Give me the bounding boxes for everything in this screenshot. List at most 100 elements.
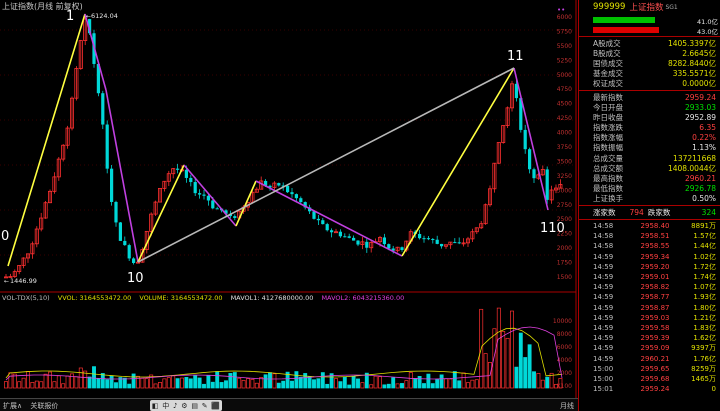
bar-row-2: 43.0亿 [593, 26, 718, 36]
trend-line-10-11 [137, 67, 515, 263]
candle-body-down [457, 242, 461, 244]
candle-body-down [215, 208, 219, 210]
trade-row[interactable]: 14:59 2959.34 1.02亿 [593, 252, 716, 262]
trade-row[interactable]: 14:59 2959.01 1.74亿 [593, 272, 716, 282]
volume-bar [298, 376, 303, 389]
trade-time: 14:58 [593, 242, 614, 251]
volume-bar [188, 378, 193, 389]
candlestick-chart[interactable]: 6000 5750 5500 5250 5000 4750 4500 4250 4000 3750… [0, 0, 578, 411]
trade-price: 2958.77 [640, 293, 670, 302]
candle-body-down [440, 243, 444, 247]
candle-body-up [83, 18, 88, 41]
bar-fill-green [593, 17, 655, 23]
price-tick-label: 1500 [557, 274, 572, 281]
volume-bar [386, 383, 391, 389]
volume-bar [391, 377, 396, 389]
quote-label: 指数振幅 [593, 143, 623, 153]
wave-label-1: 1 [66, 9, 74, 24]
trade-time: 14:59 [593, 344, 614, 353]
candle-body-down [382, 237, 386, 245]
vol-label: VOL-TDX(5,10) [2, 294, 50, 302]
trade-price: 2958.40 [640, 222, 670, 231]
trade-volume: 1.02亿 [693, 252, 716, 261]
trade-row[interactable]: 14:59 2958.77 1.93亿 [593, 292, 716, 302]
quote-label: 今日开盘 [593, 102, 623, 112]
trade-price: 2959.58 [640, 323, 670, 332]
trade-row[interactable]: 14:58 2958.40 8891万 [593, 221, 716, 231]
quote-value: 2952.89 [684, 112, 716, 122]
period-label[interactable]: 月线 [560, 402, 574, 410]
gear-icon[interactable]: ⚙ [181, 401, 188, 410]
down-count-value: 324 [701, 208, 716, 217]
related-quote-button[interactable]: 关联报价 [30, 402, 59, 410]
candle-body-up [554, 187, 559, 191]
trade-volume: 1.44亿 [693, 242, 716, 251]
sound-icon[interactable]: ♪ [173, 401, 178, 410]
trade-row[interactable]: 14:59 2958.87 1.80亿 [593, 303, 716, 313]
candle-body-down [123, 240, 127, 246]
wave-label-110: 110 [540, 221, 565, 236]
square-icon[interactable]: ⬛ [211, 401, 221, 410]
volume-bar [122, 377, 127, 389]
trade-row[interactable]: 15:00 2959.68 1465万 [593, 374, 716, 384]
candle-body-down [198, 193, 202, 195]
tick-trades-list[interactable]: 14:58 2958.40 8891万 14:58 2958.51 1.57亿 14:58 2… [579, 221, 720, 394]
expand-button[interactable]: 扩展∧ [3, 402, 23, 410]
market-row: A股成交 1405.3397亿 [593, 38, 716, 48]
candle-body-up [25, 253, 30, 259]
candle-body-down [545, 169, 549, 200]
volume-bar [501, 330, 506, 389]
volume-bar [356, 378, 360, 389]
trade-row[interactable]: 14:59 2959.39 1.62亿 [593, 333, 716, 343]
market-row: 国债成交 8282.8440亿 [593, 58, 716, 68]
volume-bar [351, 375, 356, 389]
wave-line-0-1 [7, 13, 86, 267]
trade-volume: 1465万 [691, 374, 716, 383]
trade-volume: 0 [711, 385, 716, 394]
trade-row[interactable]: 14:59 2958.82 1.07亿 [593, 282, 716, 292]
trade-row[interactable]: 15:01 2959.24 0 [593, 384, 716, 394]
candle-body-up [369, 242, 374, 249]
trade-row[interactable]: 14:59 2959.03 1.21亿 [593, 313, 716, 323]
peak-value-label: 6124.04 [91, 12, 118, 20]
volume-bar [312, 379, 316, 389]
trade-row[interactable]: 14:58 2958.55 1.44亿 [593, 241, 716, 251]
candle-body-down [281, 185, 285, 187]
volume-bar [241, 380, 246, 389]
candle-body-up [479, 223, 484, 229]
candle-body-down [431, 239, 435, 241]
volume-bar [215, 371, 220, 389]
trade-price: 2959.09 [640, 344, 670, 353]
volume-bar [479, 308, 484, 389]
volume-bar [307, 376, 312, 389]
trade-row[interactable]: 14:59 2960.21 1.76亿 [593, 353, 716, 363]
chart-title: 上证指数(月线 前复权) [2, 2, 83, 11]
list-icon[interactable]: ▤ [191, 401, 198, 410]
index-name: 上证指数 [629, 3, 664, 13]
trade-row[interactable]: 14:58 2958.51 1.57亿 [593, 231, 716, 241]
volume-bar [34, 380, 39, 389]
wave-label-11: 11 [507, 49, 524, 64]
quote-value: 6.35 [699, 123, 716, 133]
candle-body-down [514, 83, 518, 99]
market-label: A股成交 [593, 38, 621, 48]
trade-row[interactable]: 14:59 2959.20 1.72亿 [593, 262, 716, 272]
price-tick-label: 2250 [557, 231, 572, 238]
volume-bar [325, 383, 330, 389]
trade-volume: 8259万 [691, 364, 716, 373]
pen-icon[interactable]: ✎ [201, 401, 208, 410]
quote-label: 总成交量 [593, 153, 623, 163]
trade-row[interactable]: 14:59 2959.58 1.83亿 [593, 323, 716, 333]
up-count-value: 794 [629, 208, 644, 217]
volume-bar [74, 376, 79, 389]
layout-icon[interactable]: ◧ [151, 401, 159, 410]
candle-body-down [316, 218, 320, 221]
candle-body-down [343, 236, 347, 238]
candle-body-up [443, 244, 448, 247]
candle-body-down [519, 98, 523, 130]
price-chart-svg[interactable]: 6000 5750 5500 5250 5000 4750 4500 4250 4000 3750… [0, 0, 578, 411]
ime-icon[interactable]: 中 [162, 401, 170, 410]
volume-bar [127, 383, 132, 389]
trade-row[interactable]: 14:59 2959.09 9397万 [593, 343, 716, 353]
trade-row[interactable]: 15:00 2959.65 8259万 [593, 364, 716, 374]
